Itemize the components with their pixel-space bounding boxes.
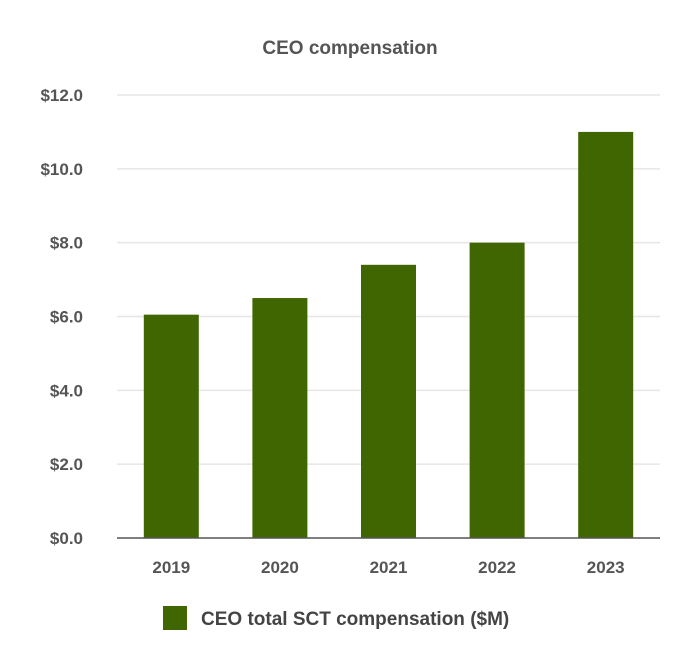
x-tick-label: 2019 — [152, 558, 190, 577]
x-tick-label: 2020 — [261, 558, 299, 577]
y-tick-label: $12.0 — [40, 86, 83, 105]
y-tick-label: $2.0 — [50, 455, 83, 474]
bars — [143, 131, 634, 538]
bar-2022 — [469, 242, 525, 538]
bar-2019 — [143, 314, 199, 538]
y-tick-label: $0.0 — [50, 529, 83, 548]
y-tick-label: $10.0 — [40, 160, 83, 179]
bar-2023 — [578, 131, 634, 538]
legend-label: CEO total SCT compensation ($M) — [201, 609, 509, 630]
legend: CEO total SCT compensation ($M) — [163, 606, 509, 630]
y-tick-label: $6.0 — [50, 308, 83, 327]
x-tick-label: 2021 — [370, 558, 408, 577]
chart-title: CEO compensation — [262, 38, 437, 59]
y-tick-label: $4.0 — [50, 381, 83, 400]
bar-2020 — [252, 298, 308, 538]
x-axis-tick-labels: 2019 2020 2021 2022 2023 — [152, 558, 624, 577]
y-tick-label: $8.0 — [50, 234, 83, 253]
legend-swatch — [163, 606, 187, 630]
x-tick-label: 2022 — [478, 558, 516, 577]
y-axis-tick-labels: $0.0 $2.0 $4.0 $6.0 $8.0 $10.0 $12.0 — [40, 86, 83, 548]
bar-2021 — [361, 264, 416, 538]
x-tick-label: 2023 — [587, 558, 625, 577]
